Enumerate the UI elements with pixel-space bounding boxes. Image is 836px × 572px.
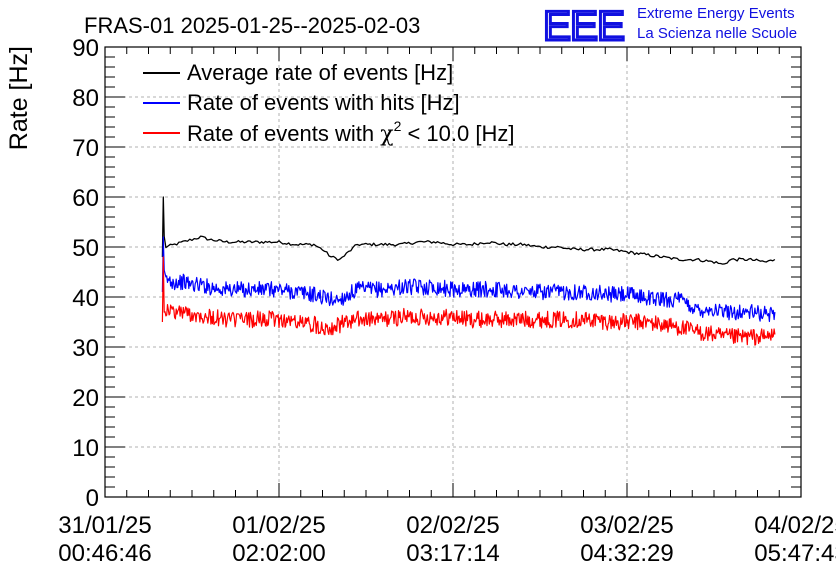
- x-tick-label-time: 03:17:14: [406, 540, 499, 567]
- y-tick-label: 80: [72, 85, 99, 112]
- legend-chi2-prefix: Rate of events with: [187, 121, 380, 146]
- y-tick-label: 90: [72, 35, 99, 62]
- x-tick-label-date: 02/02/25: [406, 512, 499, 539]
- series-line-2: [161, 256, 776, 346]
- series-line-0: [161, 196, 776, 265]
- logo-line2: La Scienza nelle Scuole: [637, 25, 797, 42]
- x-tick-label-time: 04:32:29: [580, 540, 673, 567]
- y-tick-label: 60: [72, 185, 99, 212]
- legend-label-hits: Rate of events with hits [Hz]: [187, 90, 460, 115]
- eee-logo-mark: EEE: [543, 2, 624, 49]
- x-tick-label-time: 05:47:43: [754, 540, 836, 567]
- y-tick-label: 10: [72, 435, 99, 462]
- x-tick-label-date: 01/02/25: [232, 512, 325, 539]
- x-tick-label-date: 31/01/25: [58, 512, 151, 539]
- legend-chi2-superscript: 2: [394, 118, 402, 134]
- legend-label-chi2: Rate of events with χ2 < 10.0 [Hz]: [187, 118, 514, 147]
- y-tick-label: 20: [72, 385, 99, 412]
- x-tick-label-time: 02:02:00: [232, 540, 325, 567]
- grid: [105, 47, 801, 497]
- y-tick-label: 30: [72, 335, 99, 362]
- series-lines: [161, 196, 776, 346]
- y-tick-label: 50: [72, 235, 99, 262]
- chart-title: FRAS-01 2025-01-25--2025-02-03: [84, 13, 420, 38]
- series-line-1: [161, 236, 776, 323]
- y-tick-label: 0: [86, 485, 99, 512]
- axis-ticks: [104, 46, 802, 498]
- eee-logo: EEE Extreme Energy Events La Scienza nel…: [542, 1, 798, 51]
- x-tick-label-date: 04/02/25: [754, 512, 836, 539]
- legend-chi-symbol: χ: [380, 122, 393, 147]
- y-tick-label: 70: [72, 135, 99, 162]
- y-axis-label: Rate [Hz]: [5, 46, 33, 150]
- logo-line1: Extreme Energy Events: [637, 5, 795, 22]
- x-tick-label-time: 00:46:46: [58, 540, 151, 567]
- legend: Average rate of events [Hz] Rate of even…: [143, 60, 514, 147]
- legend-label-average: Average rate of events [Hz]: [187, 60, 453, 85]
- legend-chi2-suffix: < 10.0 [Hz]: [401, 121, 514, 146]
- x-tick-label-date: 03/02/25: [580, 512, 673, 539]
- y-tick-labels: 0 10 20 30 40 50 60 70 80 90: [72, 35, 99, 512]
- y-tick-label: 40: [72, 285, 99, 312]
